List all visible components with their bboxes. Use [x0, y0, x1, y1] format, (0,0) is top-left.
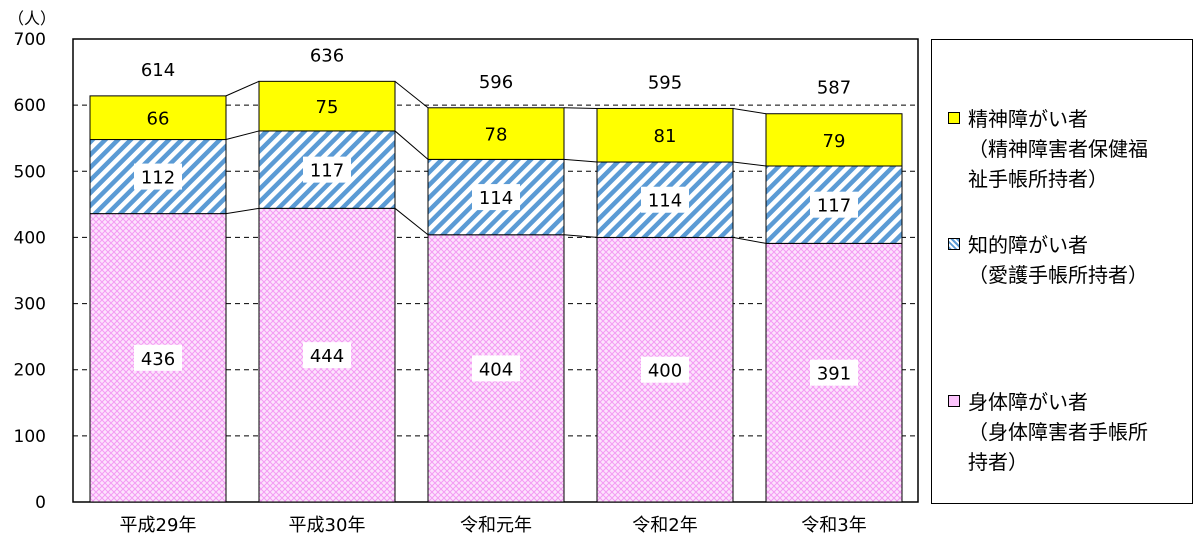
legend-label-chiteki: 知的障がい者: [968, 233, 1088, 257]
x-tick-label-3: 令和2年: [632, 515, 697, 536]
y-tick-label-700: 700: [14, 30, 46, 50]
data-label-3-2: 81: [654, 126, 677, 147]
data-label-0-0: 436: [141, 349, 175, 370]
data-label-1-1: 117: [310, 161, 344, 182]
data-label-2-1: 114: [479, 188, 513, 209]
connector-3-series-0: [732, 236, 767, 244]
y-unit-label: （人）: [8, 9, 56, 28]
data-label-bg-0-0: [134, 344, 182, 371]
y-tick-label-300: 300: [14, 295, 46, 315]
data-label-4-2: 79: [823, 131, 846, 152]
legend-item-chiteki: 知的障がい者 （愛護手帳所持者）: [948, 230, 1188, 290]
stacked-bar-chart: （人） 0 100 200 300 400 500 600 700 436 112 66 614 平成2…: [8, 9, 919, 536]
total-label-2: 596: [479, 72, 513, 93]
legend-label-seishin: 精神障がい者: [968, 107, 1088, 131]
data-label-bg-4-0: [810, 359, 858, 386]
connector-1-series-0: [394, 207, 429, 236]
legend-sub-shintai: （身体障害者手帳所 持者）: [968, 420, 1148, 474]
y-tick-label-0: 0: [35, 493, 46, 513]
data-label-bg-2-1: [472, 184, 520, 211]
legend-swatch-seishin: [948, 112, 960, 124]
y-tick-label-100: 100: [14, 427, 46, 447]
legend-label-shintai: 身体障がい者: [968, 390, 1088, 414]
data-label-2-0: 404: [479, 359, 513, 380]
data-label-3-0: 400: [648, 361, 682, 382]
connector-2-series-2: [563, 107, 598, 109]
total-label-3: 595: [648, 72, 682, 93]
data-label-2-2: 78: [485, 125, 508, 146]
data-label-bg-0-1: [134, 163, 182, 190]
connector-2-series-1: [563, 158, 598, 163]
y-tick-label-200: 200: [14, 361, 46, 381]
data-label-bg-3-0: [641, 356, 689, 383]
connector-1-series-2: [394, 80, 429, 109]
bar-3-series-2: [596, 107, 734, 163]
legend-sub-chiteki: （愛護手帳所持者）: [968, 263, 1148, 287]
connector-3-series-1: [732, 161, 767, 167]
data-label-4-0: 391: [817, 364, 851, 385]
connector-1-series-1: [394, 130, 429, 160]
data-label-1-2: 75: [316, 97, 339, 118]
data-label-bg-1-1: [303, 156, 351, 183]
x-tick-label-4: 令和3年: [801, 515, 866, 536]
bar-2-series-2: [427, 107, 565, 160]
y-tick-label-500: 500: [14, 162, 46, 182]
total-label-4: 587: [817, 78, 851, 99]
total-label-1: 636: [310, 45, 344, 66]
legend-swatch-shintai: [948, 395, 960, 407]
legend-sub-seishin: （精神障害者保健福 祉手帳所持者）: [968, 137, 1148, 191]
data-label-bg-3-1: [641, 186, 689, 213]
y-tick-label-600: 600: [14, 96, 46, 116]
data-label-bg-4-1: [810, 191, 858, 218]
legend-item-shintai: 身体障がい者 （身体障害者手帳所 持者）: [948, 387, 1188, 477]
bar-4-series-2: [765, 113, 903, 167]
legend-item-seishin: 精神障がい者 （精神障害者保健福 祉手帳所持者）: [948, 104, 1188, 194]
bar-0-series-2: [89, 95, 227, 141]
x-tick-label-0: 平成29年: [120, 515, 197, 536]
data-label-bg-1-0: [303, 342, 351, 369]
connector-0-series-1: [225, 130, 260, 141]
data-label-4-1: 117: [817, 196, 851, 217]
data-label-3-1: 114: [648, 191, 682, 212]
bar-1-series-2: [258, 80, 396, 132]
connector-2-series-0: [563, 234, 598, 238]
total-label-0: 614: [141, 60, 175, 81]
x-tick-label-2: 令和元年: [460, 515, 532, 536]
y-tick-label-400: 400: [14, 228, 46, 248]
x-tick-label-1: 平成30年: [289, 515, 366, 536]
data-label-0-1: 112: [141, 168, 175, 189]
data-label-bg-2-0: [472, 355, 520, 382]
data-label-1-0: 444: [310, 346, 344, 367]
connector-0-series-2: [225, 80, 260, 97]
connector-0-series-0: [225, 207, 260, 215]
legend-swatch-chiteki: [948, 238, 960, 250]
connector-3-series-2: [732, 107, 767, 115]
data-label-0-2: 66: [147, 109, 170, 130]
legend: 精神障がい者 （精神障害者保健福 祉手帳所持者） 知的障がい者 （愛護手帳所持者…: [931, 39, 1193, 504]
